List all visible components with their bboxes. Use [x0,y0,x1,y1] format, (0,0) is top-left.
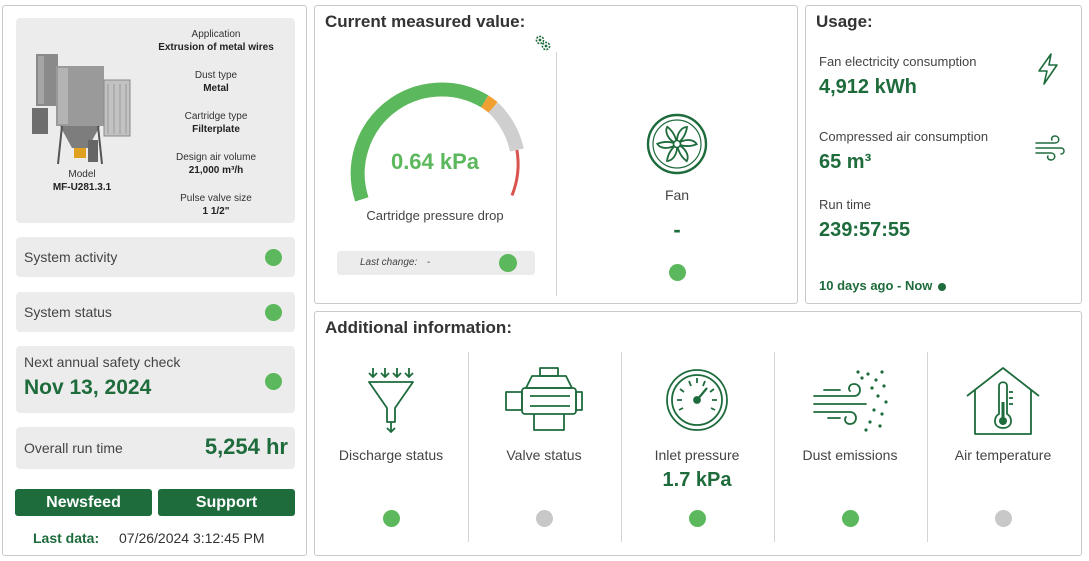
spec-value: Filterplate [192,124,240,135]
safety-check-label: Next annual safety check [24,354,181,370]
fan-value: - [673,217,681,242]
system-status-label: System status [24,304,112,320]
fan-icon [646,113,708,175]
compressed-air-value: 65 m³ [819,151,872,173]
overall-run-time-label: Overall run time [24,440,123,456]
system-activity-card[interactable]: System activity [16,237,295,277]
compressed-air-label: Compressed air consumption [819,129,989,144]
system-activity-status-dot [265,249,282,266]
system-status-dot [265,304,282,321]
divider [927,352,928,542]
air-temperature-dot [995,510,1012,527]
gauge-value: 0.64 kPa [390,149,480,174]
dust-emissions-icon [813,370,888,432]
last-data-label: Last data: [33,530,100,546]
additional-info-title: Additional information: [325,318,512,337]
pressure-gauge [350,82,524,202]
system-status-card[interactable]: System status [16,292,295,332]
discharge-status-label: Discharge status [338,447,444,463]
last-change-status-dot [499,254,517,272]
wind-icon [1035,135,1065,161]
spec-label: Cartridge type [184,111,248,122]
spec-cartridge-type: Cartridge type Filterplate [146,110,286,136]
last-change-label: Last change: [360,257,418,268]
inlet-pressure-item[interactable]: Inlet pressure 1.7 kPa [621,352,773,542]
usage-panel: Usage: Fan electricity consumption 4,912… [805,5,1082,304]
inlet-pressure-dot [689,510,706,527]
current-value-panel: Current measured value: 0.64 kPa Cartrid… [314,5,798,304]
dust-emissions-item[interactable]: Dust emissions [774,352,926,542]
last-change-value: - [427,257,431,268]
spec-label: Design air volume [175,152,257,163]
valve-status-label: Valve status [506,447,582,463]
discharge-status-item[interactable]: Discharge status [315,352,467,542]
gears-icon[interactable] [534,34,552,52]
machine-panel: Model MF-U281.3.1 Application Extrusion … [2,5,307,556]
last-change-bar: Last change: - [337,251,535,275]
safety-check-card[interactable]: Next annual safety check Nov 13, 2024 [16,346,295,413]
chevron-down-icon [938,282,947,291]
spec-pulse-valve-size: Pulse valve size 1 1/2" [146,192,286,218]
pressure-gauge-icon [666,369,728,431]
gauge-caption: Cartridge pressure drop [366,208,504,223]
spec-dust-type: Dust type Metal [146,69,286,95]
dust-emissions-dot [842,510,859,527]
additional-info-panel: Additional information: Discharge status [314,311,1082,556]
valve-status-dot [536,510,553,527]
divider [556,52,557,296]
time-range-selector[interactable]: 10 days ago - Now [819,278,947,293]
safety-check-date: Nov 13, 2024 [24,376,152,399]
spec-value: 1 1/2" [202,206,230,217]
fan-label: Fan [664,187,690,203]
fan-status-dot [669,264,686,281]
usage-title: Usage: [816,12,873,31]
run-time-label: Run time [819,197,872,212]
model-value: MF-U281.3.1 [52,182,112,193]
model-label: Model [68,169,96,180]
valve-icon [505,367,583,431]
funnel-icon [368,368,414,433]
spec-label: Application [191,29,241,40]
spec-application: Application Extrusion of metal wires [146,28,286,54]
fan-electricity-value: 4,912 kWh [819,76,917,98]
spec-label: Dust type [194,70,238,81]
air-temperature-label: Air temperature [954,447,1052,463]
lightning-icon [1038,53,1058,85]
spec-value: Metal [203,83,229,94]
newsfeed-button[interactable]: Newsfeed [15,489,152,516]
spec-value: 21,000 m³/h [188,165,244,176]
discharge-status-dot [383,510,400,527]
time-range-label: 10 days ago - Now [819,278,933,293]
dust-emissions-label: Dust emissions [802,447,898,463]
divider [621,352,622,542]
spec-label: Pulse valve size [180,193,252,204]
last-data-value: 07/26/2024 3:12:45 PM [119,530,265,546]
thermometer-house-icon [966,367,1040,435]
fan-electricity-label: Fan electricity consumption [819,54,977,69]
spec-design-air-volume: Design air volume 21,000 m³/h [146,151,286,177]
run-time-value: 239:57:55 [819,219,911,241]
divider [468,352,469,542]
spec-value: Extrusion of metal wires [158,42,274,53]
support-button[interactable]: Support [158,489,295,516]
inlet-pressure-label: Inlet pressure [654,447,740,463]
valve-status-item[interactable]: Valve status [468,352,620,542]
machine-card: Model MF-U281.3.1 Application Extrusion … [16,18,295,223]
overall-run-time-value: 5,254 hr [204,434,288,459]
system-activity-label: System activity [24,249,118,265]
air-temperature-item[interactable]: Air temperature [927,352,1079,542]
current-value-title: Current measured value: [325,12,526,31]
safety-check-status-dot [265,373,282,390]
inlet-pressure-value: 1.7 kPa [662,469,732,491]
overall-run-time-card: Overall run time 5,254 hr [16,427,295,469]
machine-image [32,54,131,165]
divider [774,352,775,542]
